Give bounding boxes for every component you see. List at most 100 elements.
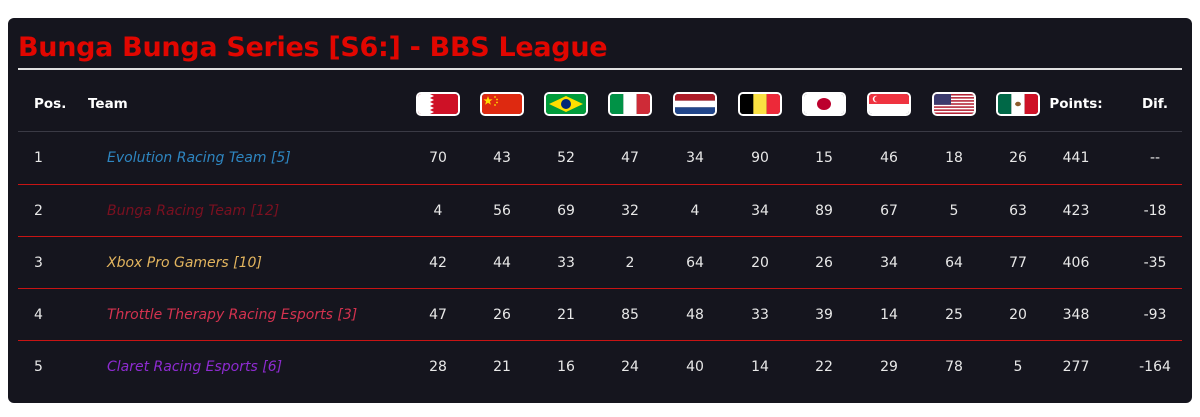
- score-bahrain: 47: [429, 307, 447, 323]
- brazil-flag-icon: [544, 92, 588, 116]
- score-china: 26: [493, 307, 511, 323]
- score-japan: 22: [815, 359, 833, 375]
- score-china: 21: [493, 359, 511, 375]
- header-flag-italy: [608, 78, 652, 130]
- team-name: Evolution Racing Team [5]: [107, 150, 291, 166]
- header-team: Team: [88, 96, 128, 112]
- team-name: Bunga Racing Team [12]: [107, 203, 280, 219]
- table-header: Pos. Team: [18, 78, 1182, 130]
- score-italy: 24: [621, 359, 639, 375]
- score-netherlands: 4: [690, 203, 700, 219]
- china-flag-icon: [480, 92, 524, 116]
- header-dif: Dif.: [1141, 96, 1169, 112]
- score-japan: 26: [815, 255, 833, 271]
- score-netherlands: 40: [686, 359, 704, 375]
- header-flag-japan: [802, 78, 846, 130]
- usa-flag-icon: [932, 92, 976, 116]
- netherlands-flag-icon: [673, 92, 717, 116]
- score-brazil: 21: [557, 307, 575, 323]
- bahrain-flag-icon: [416, 92, 460, 116]
- header-flag-netherlands: [673, 78, 717, 130]
- score-brazil: 16: [557, 359, 575, 375]
- score-bahrain: 42: [429, 255, 447, 271]
- score-bahrain: 4: [433, 203, 443, 219]
- score-usa: 5: [949, 203, 959, 219]
- header-flag-bahrain: [416, 78, 460, 130]
- score-japan: 39: [815, 307, 833, 323]
- score-netherlands: 64: [686, 255, 704, 271]
- row-points: 441: [1062, 150, 1090, 166]
- score-netherlands: 34: [686, 150, 704, 166]
- row-dif: --: [1149, 150, 1161, 166]
- standings-panel: Bunga Bunga Series [S6:] - BBS League Po…: [8, 18, 1192, 403]
- score-china: 56: [493, 203, 511, 219]
- score-netherlands: 48: [686, 307, 704, 323]
- header-pos: Pos.: [34, 96, 67, 112]
- score-japan: 15: [815, 150, 833, 166]
- score-belgium: 14: [751, 359, 769, 375]
- row-separator: [18, 340, 1182, 341]
- header-flag-mexico: [996, 78, 1040, 130]
- belgium-flag-icon: [738, 92, 782, 116]
- score-china: 43: [493, 150, 511, 166]
- score-singapore: 14: [880, 307, 898, 323]
- score-usa: 78: [945, 359, 963, 375]
- header-flag-brazil: [544, 78, 588, 130]
- score-mexico: 26: [1009, 150, 1027, 166]
- row-points: 348: [1062, 307, 1090, 323]
- header-flag-usa: [932, 78, 976, 130]
- page-title: Bunga Bunga Series [S6:] - BBS League: [18, 32, 608, 63]
- table-row: 3 Xbox Pro Gamers [10] 42 44 33 2 64 20 …: [18, 237, 1182, 289]
- title-divider: [18, 68, 1182, 70]
- japan-flag-icon: [802, 92, 846, 116]
- row-pos: 2: [34, 203, 43, 219]
- table-row: 1 Evolution Racing Team [5] 70 43 52 47 …: [18, 132, 1182, 184]
- row-separator: [18, 288, 1182, 289]
- score-singapore: 46: [880, 150, 898, 166]
- row-points: 277: [1062, 359, 1090, 375]
- score-belgium: 33: [751, 307, 769, 323]
- score-brazil: 69: [557, 203, 575, 219]
- team-name: Claret Racing Esports [6]: [107, 359, 283, 375]
- row-separator: [18, 184, 1182, 185]
- score-china: 44: [493, 255, 511, 271]
- mexico-flag-icon: [996, 92, 1040, 116]
- row-dif: -18: [1143, 203, 1167, 219]
- header-flag-belgium: [738, 78, 782, 130]
- score-italy: 2: [625, 255, 635, 271]
- score-italy: 85: [621, 307, 639, 323]
- score-usa: 18: [945, 150, 963, 166]
- row-dif: -93: [1143, 307, 1167, 323]
- score-brazil: 33: [557, 255, 575, 271]
- row-dif: -35: [1143, 255, 1167, 271]
- row-points: 423: [1062, 203, 1090, 219]
- team-name: Xbox Pro Gamers [10]: [107, 255, 262, 271]
- score-mexico: 77: [1009, 255, 1027, 271]
- row-separator: [18, 236, 1182, 237]
- score-brazil: 52: [557, 150, 575, 166]
- score-bahrain: 28: [429, 359, 447, 375]
- italy-flag-icon: [608, 92, 652, 116]
- score-japan: 89: [815, 203, 833, 219]
- table-row: 5 Claret Racing Esports [6] 28 21 16 24 …: [18, 341, 1182, 393]
- row-pos: 3: [34, 255, 43, 271]
- score-mexico: 20: [1009, 307, 1027, 323]
- score-belgium: 90: [751, 150, 769, 166]
- header-points: Points:: [1049, 96, 1103, 112]
- score-usa: 25: [945, 307, 963, 323]
- header-flag-china: [480, 78, 524, 130]
- row-pos: 5: [34, 359, 43, 375]
- score-bahrain: 70: [429, 150, 447, 166]
- table-row: 2 Bunga Racing Team [12] 4 56 69 32 4 34…: [18, 185, 1182, 237]
- team-name: Throttle Therapy Racing Esports [3]: [107, 307, 358, 323]
- score-singapore: 29: [880, 359, 898, 375]
- score-singapore: 34: [880, 255, 898, 271]
- row-points: 406: [1062, 255, 1090, 271]
- row-pos: 4: [34, 307, 43, 323]
- row-pos: 1: [34, 150, 43, 166]
- header-separator: [18, 131, 1182, 132]
- singapore-flag-icon: [867, 92, 911, 116]
- score-belgium: 34: [751, 203, 769, 219]
- score-mexico: 5: [1013, 359, 1023, 375]
- score-italy: 32: [621, 203, 639, 219]
